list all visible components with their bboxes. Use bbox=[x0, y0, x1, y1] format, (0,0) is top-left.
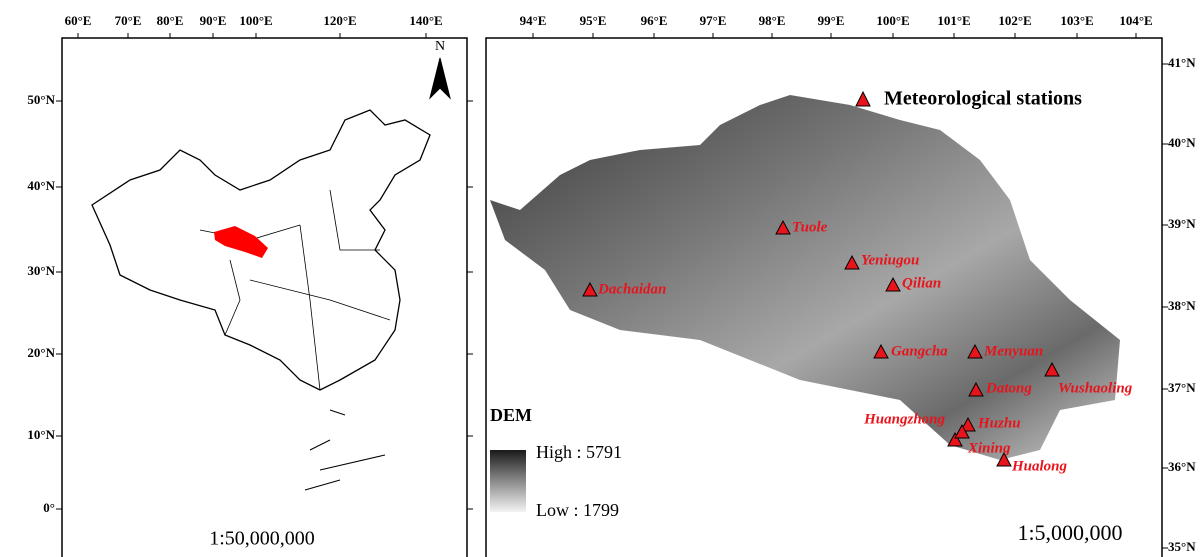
legend-label: Meteorological stations bbox=[884, 88, 1082, 110]
lat-label: 35°N bbox=[1168, 539, 1196, 554]
station-label: Huzhu bbox=[977, 415, 1021, 431]
lat-label: 20°N bbox=[27, 345, 55, 360]
lon-label: 102°E bbox=[998, 13, 1031, 28]
station-label: Qilian bbox=[902, 275, 941, 291]
dem-low: Low : 1799 bbox=[536, 500, 619, 520]
lon-label: 99°E bbox=[818, 13, 845, 28]
station-label: Wushaoling bbox=[1058, 380, 1133, 396]
lon-label: 100°E bbox=[876, 13, 909, 28]
station-label: Yeniugou bbox=[861, 252, 919, 268]
lon-label: 101°E bbox=[937, 13, 970, 28]
lon-label: 98°E bbox=[759, 13, 786, 28]
lat-label: 40°N bbox=[1168, 135, 1196, 150]
dem-title: DEM bbox=[490, 405, 532, 425]
lon-label: 140°E bbox=[409, 13, 442, 28]
dem-terrain bbox=[490, 95, 1120, 460]
lon-label: 96°E bbox=[641, 13, 668, 28]
lon-label: 97°E bbox=[700, 13, 727, 28]
station-label: Gangcha bbox=[891, 343, 948, 359]
station-label: Tuole bbox=[792, 219, 828, 235]
lat-label: 37°N bbox=[1168, 380, 1196, 395]
north-label: N bbox=[435, 39, 445, 54]
lat-label: 50°N bbox=[27, 92, 55, 107]
lat-label: 30°N bbox=[27, 263, 55, 278]
lon-label: 104°E bbox=[1119, 13, 1152, 28]
lat-label: 0° bbox=[43, 500, 55, 515]
lon-label: 90°E bbox=[200, 13, 227, 28]
lon-label: 80°E bbox=[157, 13, 184, 28]
station-label: Huangzhong bbox=[863, 411, 945, 427]
lat-label: 41°N bbox=[1168, 55, 1196, 70]
scale-label: 1:5,000,000 bbox=[1017, 520, 1122, 545]
lat-label: 38°N bbox=[1168, 298, 1196, 313]
lon-label: 60°E bbox=[65, 13, 92, 28]
dem-ramp bbox=[490, 450, 526, 512]
legend-symbol bbox=[856, 92, 870, 106]
dem-high: High : 5791 bbox=[536, 442, 622, 462]
figure: N 1:50,000,000 DEM High : 5791 Low : 179… bbox=[0, 0, 1202, 557]
station-label: Dachaidan bbox=[597, 281, 666, 297]
lat-label: 10°N bbox=[27, 427, 55, 442]
north-arrow bbox=[430, 58, 450, 98]
lon-label: 103°E bbox=[1060, 13, 1093, 28]
station-label: Hualong bbox=[1011, 458, 1068, 474]
lat-label: 36°N bbox=[1168, 459, 1196, 474]
lat-label: 39°N bbox=[1168, 216, 1196, 231]
islands bbox=[305, 410, 385, 490]
lat-label: 40°N bbox=[27, 178, 55, 193]
lon-label: 95°E bbox=[580, 13, 607, 28]
station-label: Menyuan bbox=[983, 343, 1043, 359]
lon-label: 70°E bbox=[115, 13, 142, 28]
lon-label: 94°E bbox=[520, 13, 547, 28]
station-label: Datong bbox=[985, 380, 1032, 396]
scale-label: 1:50,000,000 bbox=[209, 528, 315, 550]
lon-label: 100°E bbox=[239, 13, 272, 28]
lon-label: 120°E bbox=[323, 13, 356, 28]
